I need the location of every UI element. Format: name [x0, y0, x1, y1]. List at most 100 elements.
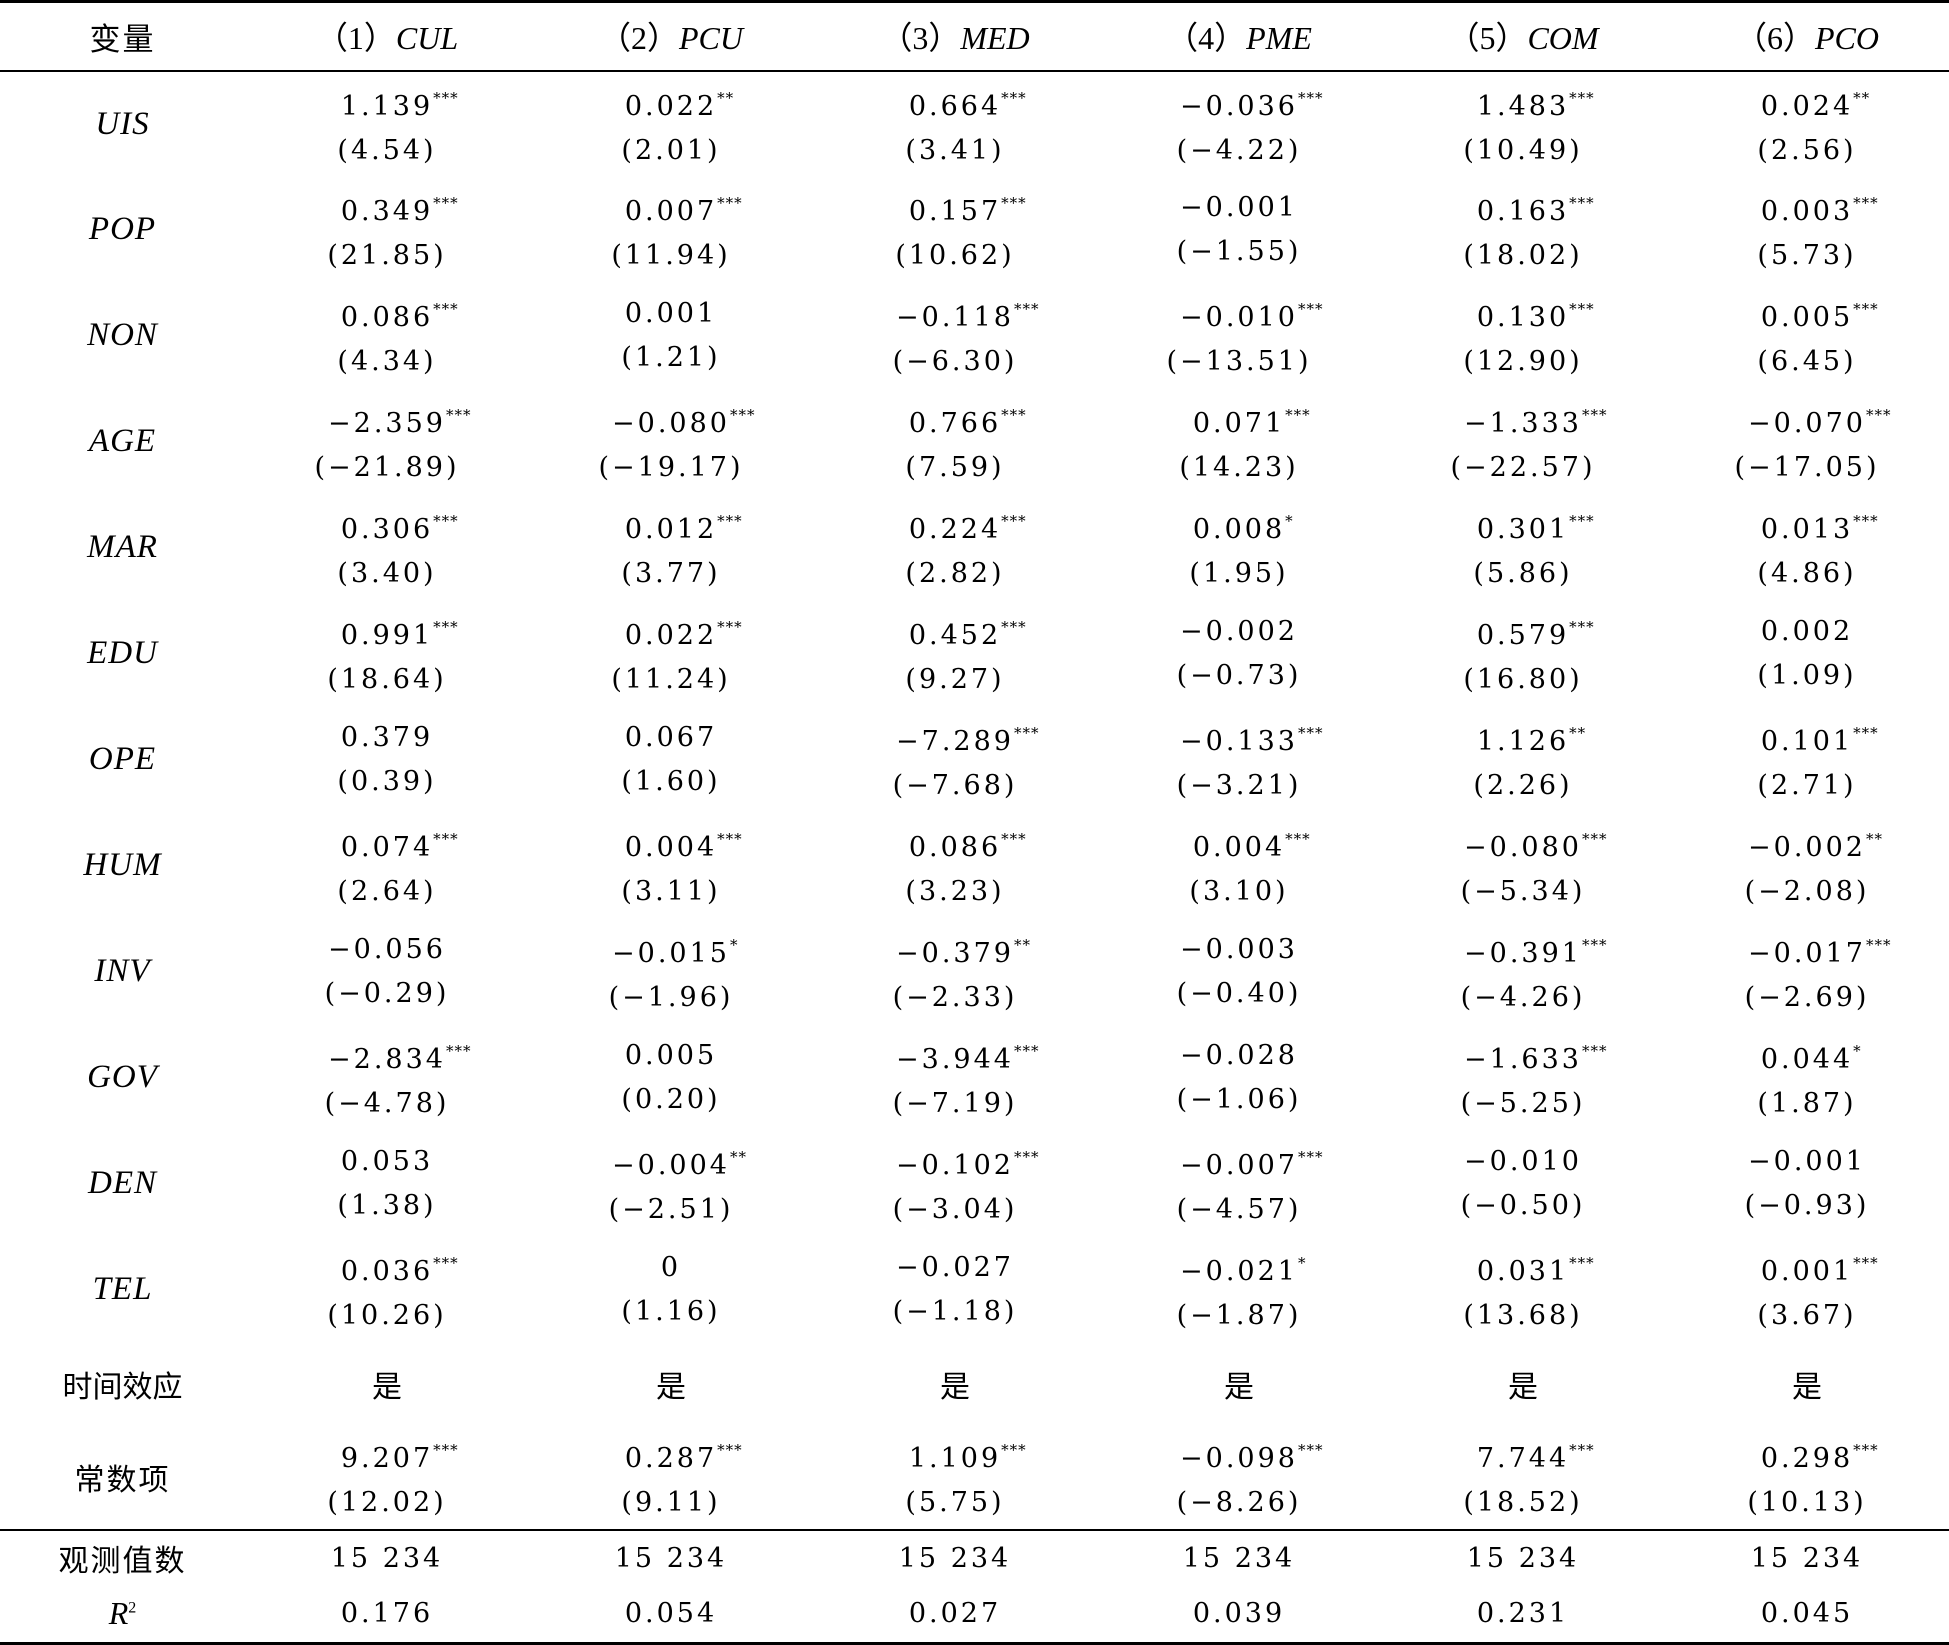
significance-stars: *** — [433, 618, 459, 636]
column-number: （5） — [1447, 20, 1528, 57]
coefficient-cell: −0.015* (−1.96) — [529, 919, 813, 1025]
t-statistic: (−1.87) — [1176, 1300, 1302, 1331]
coefficient-cell: −0.004** (−2.51) — [529, 1131, 813, 1237]
r-squared-value: 0.054 — [529, 1585, 813, 1645]
significance-stars: * — [1285, 512, 1294, 530]
coefficient-value: −0.021 — [1180, 1256, 1298, 1287]
t-statistic: (18.64) — [327, 664, 447, 695]
coefficient-cell: 0.022** (2.01) — [529, 71, 813, 177]
variable-row: OPE 0.379 (0.39) 0.067 (1.60) −7.289*** (−7.68… — [0, 707, 1949, 813]
t-statistic: (−21.89) — [314, 452, 460, 483]
t-statistic: (14.23) — [1179, 452, 1299, 483]
coefficient-line: 1.483*** — [1381, 76, 1665, 129]
significance-stars: *** — [1853, 512, 1879, 530]
coefficient-value: −1.633 — [1464, 1044, 1582, 1075]
t-statistic: (0.39) — [337, 765, 437, 797]
significance-stars: *** — [729, 406, 756, 424]
significance-stars: *** — [1853, 1441, 1879, 1459]
coefficient-value: 0.002 — [1760, 615, 1854, 647]
coefficient-cell: −0.080*** (−5.34) — [1381, 813, 1665, 919]
significance-stars: *** — [1297, 1148, 1324, 1166]
significance-stars: *** — [717, 618, 743, 636]
coefficient-cell: 9.207*** (12.02) — [245, 1425, 529, 1530]
coefficient-line: 0.349*** — [245, 181, 529, 234]
t-statistic: (5.86) — [1473, 558, 1573, 589]
coefficient-value: 0.579 — [1476, 620, 1570, 651]
coefficient-line: 0.003*** — [1665, 181, 1949, 234]
coefficient-line: −0.028 — [1097, 1034, 1381, 1078]
coefficient-line: −0.001 — [1665, 1140, 1949, 1184]
coefficient-value: 0.306 — [340, 514, 434, 545]
coefficient-value: 0.001 — [1760, 1256, 1854, 1287]
significance-stars: *** — [1853, 300, 1879, 318]
coefficient-value: 1.139 — [340, 90, 434, 122]
coefficient-value: −0.379 — [896, 938, 1014, 969]
coefficient-cell: 0.003*** (5.73) — [1665, 177, 1949, 283]
significance-stars: *** — [1001, 88, 1027, 107]
coefficient-line: −0.001 — [1097, 186, 1381, 230]
t-statistic: (1.16) — [621, 1295, 721, 1327]
variable-row: DEN 0.053 (1.38) −0.004** (−2.51) −0.102*** (−… — [0, 1131, 1949, 1237]
t-statistic: (2.56) — [1757, 134, 1857, 166]
significance-stars: *** — [433, 1441, 459, 1459]
variable-name: POP — [88, 211, 157, 247]
t-statistic: (1.60) — [621, 765, 721, 797]
coefficient-cell: −2.834*** (−4.78) — [245, 1025, 529, 1131]
coefficient-value: 0.301 — [1476, 514, 1570, 545]
variable-name: UIS — [95, 105, 150, 142]
coefficient-cell: 0.157*** (10.62) — [813, 177, 1097, 283]
coefficient-line: −0.379** — [813, 923, 1097, 976]
r-squared-letter: R — [108, 1595, 129, 1632]
r-squared-row: R2 0.176 0.054 0.027 0.039 0.231 0.045 — [0, 1585, 1949, 1645]
coefficient-line: 0.031*** — [1381, 1241, 1665, 1294]
t-statistic: (10.26) — [327, 1300, 447, 1331]
t-statistic: (18.02) — [1463, 240, 1583, 271]
coefficient-value: 0.071 — [1192, 408, 1286, 439]
coefficient-cell: −0.010*** (−13.51) — [1097, 283, 1381, 389]
coefficient-cell: 0.301*** (5.86) — [1381, 495, 1665, 601]
t-statistic: (−1.06) — [1176, 1083, 1302, 1115]
coefficient-cell: −0.001 (−0.93) — [1665, 1131, 1949, 1237]
t-statistic: (−17.05) — [1734, 452, 1880, 483]
coefficient-cell: 1.139*** (4.54) — [245, 71, 529, 177]
coefficient-line: 0.130*** — [1381, 287, 1665, 340]
column-name: CUL — [395, 20, 459, 57]
coefficient-value: −0.070 — [1748, 408, 1866, 439]
coefficient-value: 0.024 — [1760, 90, 1854, 122]
coefficient-value: −0.003 — [1180, 933, 1298, 965]
column-header: （6）PCO — [1665, 0, 1949, 72]
coefficient-cell: 0.031*** (13.68) — [1381, 1237, 1665, 1343]
t-statistic: (−3.04) — [892, 1194, 1018, 1225]
coefficient-line: 0.991*** — [245, 605, 529, 658]
coefficient-cell: 0.224*** (2.82) — [813, 495, 1097, 601]
coefficient-value: −2.359 — [328, 408, 446, 439]
coefficient-value: −0.002 — [1180, 615, 1298, 647]
coefficient-value: 0.005 — [624, 1039, 718, 1071]
coefficient-cell: −0.003 (−0.40) — [1097, 919, 1381, 1025]
coefficient-line: 0.044* — [1665, 1029, 1949, 1082]
variable-row: AGE −2.359*** (−21.89) −0.080*** (−19.17) 0.7… — [0, 389, 1949, 495]
t-statistic: (6.45) — [1757, 346, 1857, 377]
observations-value: 15 234 — [1097, 1528, 1381, 1586]
observations-value: 15 234 — [245, 1528, 529, 1586]
coefficient-cell: −0.021* (−1.87) — [1097, 1237, 1381, 1343]
coefficient-line: 0.007*** — [529, 181, 813, 234]
coefficient-value: 0.067 — [624, 721, 718, 753]
coefficient-value: 0.004 — [624, 832, 718, 863]
variable-column-header: 变量 — [0, 0, 245, 72]
coefficient-value: 7.744 — [1476, 1443, 1570, 1474]
coefficient-cell: −0.133*** (−3.21) — [1097, 707, 1381, 813]
t-statistic: (−1.18) — [892, 1295, 1018, 1327]
coefficient-cell: 0.005 (0.20) — [529, 1025, 813, 1131]
significance-stars: *** — [1569, 512, 1595, 530]
coefficient-value: −0.027 — [896, 1251, 1014, 1283]
significance-stars: ** — [729, 1148, 747, 1166]
coefficient-cell: 0.013*** (4.86) — [1665, 495, 1949, 601]
coefficient-cell: 0.053 (1.38) — [245, 1131, 529, 1237]
observations-label: 观测值数 — [0, 1528, 245, 1586]
coefficient-value: −7.289 — [896, 726, 1014, 757]
r-squared-value: 0.176 — [245, 1585, 529, 1645]
observations-row: 观测值数 15 234 15 234 15 234 15 234 15 234 … — [0, 1528, 1949, 1586]
coefficient-cell: 0.086*** (3.23) — [813, 813, 1097, 919]
coefficient-line: −0.010 — [1381, 1140, 1665, 1184]
